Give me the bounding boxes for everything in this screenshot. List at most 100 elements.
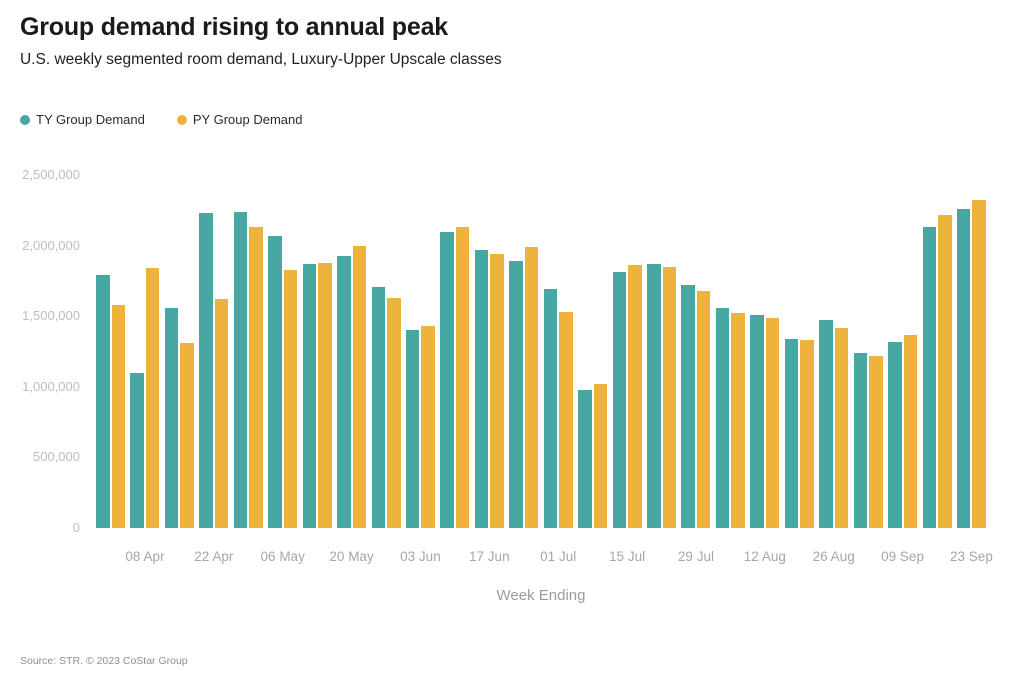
legend-item-py: PY Group Demand	[176, 112, 303, 127]
bar-group	[578, 175, 608, 528]
bar-py	[180, 343, 194, 528]
bar-group	[715, 175, 745, 528]
bar-group	[233, 175, 263, 528]
bar-group	[474, 175, 504, 528]
bar-py	[249, 227, 263, 528]
legend-swatch-py-icon	[176, 114, 187, 125]
bar-py	[834, 327, 849, 528]
legend: TY Group Demand PY Group Demand	[20, 112, 302, 127]
bar-py	[283, 269, 298, 528]
bar-py	[352, 245, 367, 528]
x-tick-cell: 09 Sep	[881, 549, 924, 567]
bar-group	[956, 175, 986, 528]
bar-group	[612, 175, 642, 528]
bar-ty	[302, 264, 317, 528]
x-tick-label: 22 Apr	[194, 549, 234, 564]
bar-py	[869, 355, 883, 528]
plot-area	[96, 175, 986, 528]
bar-group	[819, 175, 849, 528]
x-tick-cell	[716, 549, 745, 567]
x-tick-label: 17 Jun	[469, 549, 510, 564]
x-tick-label: 20 May	[329, 549, 374, 564]
x-axis: 08 Apr 22 Apr 06 May 20 May 03 Jun 17 Jun 01 J…	[96, 549, 993, 567]
bar-py	[524, 247, 539, 528]
bar-py	[214, 299, 229, 528]
bar-ty	[405, 330, 420, 528]
bar-py	[318, 262, 332, 528]
bar-group	[888, 175, 918, 528]
bar-ty	[647, 264, 661, 528]
bar-group	[130, 175, 160, 528]
y-tick-label: 1,000,000	[22, 378, 80, 394]
bar-ty	[819, 320, 833, 528]
bar-ty	[96, 275, 110, 528]
x-tick-cell	[854, 549, 883, 567]
x-tick-cell	[647, 549, 676, 567]
bar-group	[853, 175, 883, 528]
bar-py	[455, 227, 470, 528]
bar-ty	[612, 272, 627, 528]
x-tick-cell: 26 Aug	[813, 549, 855, 567]
x-tick-cell: 06 May	[261, 549, 305, 567]
bar-ty	[268, 235, 282, 528]
bar-ty	[199, 213, 213, 528]
x-tick-label: 06 May	[260, 549, 305, 564]
bar-py	[800, 340, 814, 528]
x-tick-label: 26 Aug	[812, 549, 855, 564]
x-tick-cell: 03 Jun	[400, 549, 441, 567]
bar-py	[972, 200, 986, 528]
bar-py	[387, 297, 401, 528]
bar-ty	[543, 289, 558, 528]
bar-ty	[164, 307, 179, 528]
bar-group	[509, 175, 539, 528]
bar-group	[96, 175, 125, 528]
legend-label-ty: TY Group Demand	[36, 112, 145, 127]
x-tick-cell	[785, 549, 814, 567]
bar-group	[750, 175, 780, 528]
bar-py	[903, 334, 918, 528]
x-tick-label: 01 Jul	[540, 549, 577, 564]
x-tick-cell	[440, 549, 469, 567]
x-tick-cell	[303, 549, 332, 567]
bar-group	[543, 175, 573, 528]
bar-ty	[784, 338, 799, 528]
bar-group	[440, 175, 470, 528]
bar-py	[559, 312, 573, 528]
bar-ty	[681, 285, 695, 528]
bar-py	[938, 214, 952, 528]
bar-ty	[130, 372, 144, 528]
bar-group	[164, 175, 194, 528]
legend-label-py: PY Group Demand	[192, 112, 303, 127]
bar-ty	[750, 314, 764, 528]
legend-item-ty: TY Group Demand	[20, 112, 145, 127]
bar-ty	[233, 211, 248, 528]
x-axis-title: Week Ending	[496, 587, 586, 604]
x-tick-cell: 08 Apr	[125, 549, 164, 567]
x-tick-label: 08 Apr	[125, 549, 165, 564]
bar-ty	[853, 352, 868, 528]
bar-group	[647, 175, 676, 528]
x-tick-label: 12 Aug	[743, 549, 786, 564]
bar-ty	[509, 261, 523, 528]
x-tick-cell: 23 Sep	[950, 549, 993, 567]
bar-ty	[337, 255, 351, 528]
bar-py	[662, 266, 676, 528]
bar-py	[765, 317, 780, 528]
x-tick-cell: 22 Apr	[194, 549, 233, 567]
page-title: Group demand rising to annual peak	[20, 13, 448, 41]
bar-ty	[371, 286, 385, 528]
y-tick-label: 2,500,000	[22, 167, 80, 182]
y-tick-label: 0	[72, 520, 80, 535]
bar-py	[490, 254, 504, 528]
bar-group	[268, 175, 298, 528]
x-tick-cell	[96, 549, 125, 567]
x-tick-cell: 01 Jul	[540, 549, 576, 567]
bar-group	[371, 175, 401, 528]
bar-ty	[578, 389, 592, 528]
bar-ty	[474, 249, 489, 528]
page-subtitle: U.S. weekly segmented room demand, Luxur…	[20, 51, 502, 68]
bar-ty	[715, 307, 730, 528]
bar-group	[199, 175, 229, 528]
bar-py	[628, 265, 642, 528]
